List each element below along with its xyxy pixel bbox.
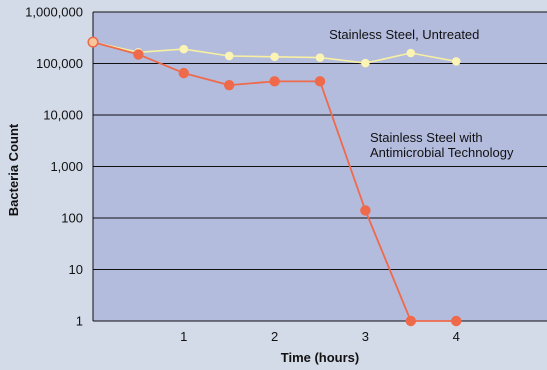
data-point-treated [178, 67, 189, 79]
x-tick-label: 2 [271, 329, 278, 344]
y-tick-label: 100,000 [36, 56, 83, 71]
y-tick-label: 1,000 [50, 159, 83, 174]
x-axis-tick-labels: 1 2 3 4 [180, 329, 460, 344]
data-point-treated [405, 315, 416, 327]
data-point-untreated [179, 44, 189, 54]
y-tick-label: 10,000 [43, 108, 83, 123]
y-axis-title: Bacteria Count [6, 123, 21, 216]
data-point-untreated [224, 51, 234, 61]
data-point-untreated [361, 58, 370, 68]
series-layer [87, 36, 462, 327]
y-tick-label: 10 [69, 262, 83, 277]
series-untreated [92, 41, 461, 68]
data-point-treated [269, 76, 280, 87]
data-point-treated [133, 49, 144, 60]
data-point-treated [451, 315, 462, 327]
data-point-untreated [451, 57, 461, 66]
data-point-treated [314, 76, 326, 87]
annotation-layer: Stainless Steel, Untreated Stainless Stee… [329, 27, 514, 160]
gridlines [92, 11, 547, 322]
data-point-treated [224, 79, 235, 91]
x-tick-label: 4 [453, 329, 460, 344]
y-tick-label: 1 [76, 314, 83, 329]
series-label-treated: Stainless Steel with Antimicrobial Techno… [370, 130, 514, 160]
data-point-start [87, 36, 99, 48]
y-axis-tick-labels: 1 10 100 1,000 10,000 100,000 1,000,000 [25, 5, 83, 329]
x-tick-label: 3 [362, 329, 369, 344]
y-tick-label: 1,000,000 [25, 5, 83, 20]
series-treated [92, 41, 462, 327]
series-label-untreated: Stainless Steel, Untreated [329, 27, 479, 42]
data-point-treated [360, 205, 371, 216]
x-axis-title: Time (hours) [281, 350, 360, 365]
data-point-untreated [406, 48, 416, 58]
x-tick-label: 1 [180, 329, 187, 344]
data-point-untreated [315, 53, 325, 62]
y-tick-label: 100 [61, 211, 83, 226]
data-point-untreated [270, 52, 279, 62]
